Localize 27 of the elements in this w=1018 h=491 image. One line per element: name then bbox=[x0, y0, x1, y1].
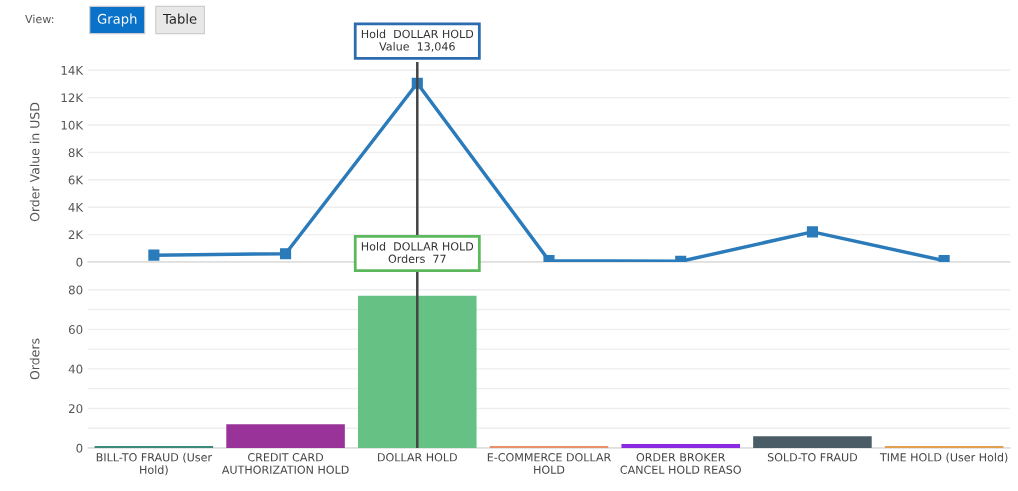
y-tick-label: 4K bbox=[68, 203, 84, 212]
x-tick-label: ORDER BROKER CANCEL HOLD REASO bbox=[620, 453, 741, 474]
text: View: bbox=[25, 14, 54, 24]
x-tick-label: CREDIT CARD AUTHORIZATION HOLD bbox=[221, 453, 349, 474]
y-tick-label: 10K bbox=[61, 120, 84, 130]
annotation: Hold DOLLAR HOLD Value 13,046 bbox=[361, 29, 474, 52]
x-tick-label: SOLD-TO FRAUD bbox=[767, 453, 858, 462]
y-tick-label: 2K bbox=[68, 230, 84, 240]
y-tick-label: 14K bbox=[61, 66, 84, 75]
x-tick-label: TIME HOLD (User Hold) bbox=[879, 452, 1008, 463]
x-tick-label: E-COMMERCE DOLLAR HOLD bbox=[487, 453, 611, 474]
text: Table bbox=[162, 13, 197, 24]
y-tick-label: 80 bbox=[68, 285, 83, 295]
y-tick-label: 6K bbox=[68, 175, 84, 185]
y-tick-label: 0 bbox=[76, 257, 83, 267]
y-tick-label: 12K bbox=[61, 93, 84, 103]
y-axis-title: Order Value in USD bbox=[29, 102, 40, 222]
y-tick-label: 8K bbox=[68, 148, 84, 158]
text: Graph bbox=[97, 13, 137, 27]
y-tick-label: 60 bbox=[68, 325, 83, 334]
annotation: Hold DOLLAR HOLD Orders 77 bbox=[361, 241, 474, 263]
y-tick-label: 40 bbox=[68, 364, 83, 374]
x-tick-label: DOLLAR HOLD bbox=[378, 453, 457, 462]
y-axis-title: Orders bbox=[29, 338, 40, 380]
y-tick-label: 0 bbox=[76, 443, 83, 453]
x-tick-label: BILL-TO FRAUD (User Hold) bbox=[96, 452, 212, 476]
y-tick-label: 20 bbox=[68, 404, 83, 414]
